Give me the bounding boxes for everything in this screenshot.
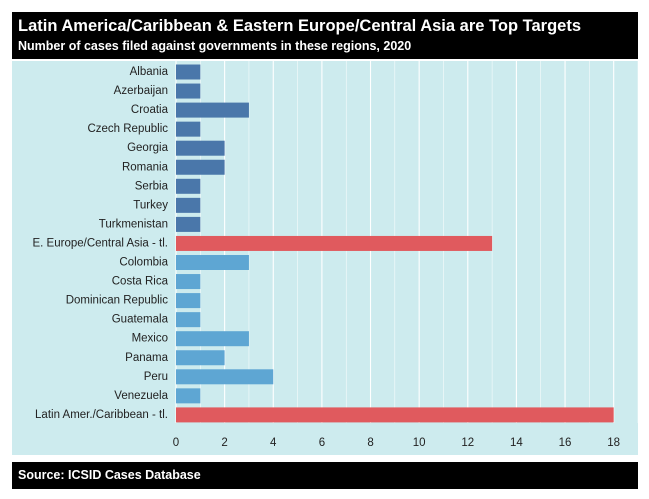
category-label: Colombia	[119, 257, 168, 269]
category-label: Serbia	[135, 180, 169, 192]
category-label: Georgia	[127, 142, 169, 154]
country-bar	[176, 197, 201, 213]
category-label: Dominican Republic	[66, 295, 169, 307]
country-bar	[176, 274, 201, 290]
category-label: Romania	[122, 161, 169, 173]
country-bar	[176, 331, 249, 347]
x-tick-label: 4	[270, 437, 277, 449]
x-tick-label: 10	[413, 437, 426, 449]
category-label: Venezuela	[114, 390, 168, 402]
category-label: Albania	[130, 66, 169, 78]
country-bar	[176, 102, 249, 118]
country-bar	[176, 312, 201, 328]
x-axis-ticks: 0 2 4 6 8 10 12 14 16 18	[173, 437, 620, 449]
chart-panel: Albania Azerbaijan Croatia Czech Republic Ge…	[12, 61, 638, 455]
x-tick-label: 2	[221, 437, 227, 449]
chart-title: Latin America/Caribbean & Eastern Europe…	[18, 17, 581, 35]
category-label: E. Europe/Central Asia - tl.	[32, 237, 168, 249]
x-tick-label: 16	[559, 437, 572, 449]
category-label: Czech Republic	[87, 123, 168, 135]
chart-subtitle: Number of cases filed against government…	[18, 39, 412, 53]
x-tick-label: 0	[173, 437, 179, 449]
country-bar	[176, 159, 225, 175]
category-label: Panama	[125, 352, 168, 364]
category-label: Costa Rica	[112, 276, 169, 288]
source-note: Source: ICSID Cases Database	[18, 468, 201, 482]
bars	[176, 64, 614, 423]
country-bar	[176, 369, 274, 385]
region-total-bar	[176, 235, 493, 251]
category-label: Azerbaijan	[114, 85, 168, 97]
x-tick-label: 18	[607, 437, 620, 449]
country-bar	[176, 216, 201, 232]
country-bar	[176, 255, 249, 270]
country-bar	[176, 350, 225, 366]
bar-chart: Albania Azerbaijan Croatia Czech Republic Ge…	[32, 61, 638, 449]
country-bar	[176, 178, 201, 194]
chart-footer: Source: ICSID Cases Database	[12, 462, 638, 489]
x-tick-label: 8	[367, 437, 373, 449]
category-label: Guatemala	[112, 314, 169, 326]
country-bar	[176, 121, 201, 137]
country-bar	[176, 83, 201, 99]
x-tick-label: 6	[319, 437, 325, 449]
category-label: Peru	[144, 371, 168, 383]
country-bar	[176, 64, 201, 80]
category-label: Mexico	[132, 333, 168, 345]
category-label: Turkmenistan	[99, 218, 168, 230]
country-bar	[176, 140, 225, 156]
category-label: Turkey	[133, 199, 168, 211]
category-label: Croatia	[131, 104, 169, 116]
x-tick-label: 14	[510, 437, 523, 449]
category-label: Latin Amer./Caribbean - tl.	[35, 409, 168, 421]
country-bar	[176, 388, 201, 404]
country-bar	[176, 293, 201, 309]
region-total-bar	[176, 407, 614, 423]
category-labels: Albania Azerbaijan Croatia Czech Republic Ge…	[32, 66, 168, 421]
x-tick-label: 12	[461, 437, 474, 449]
chart-header: Latin America/Caribbean & Eastern Europe…	[12, 12, 638, 59]
